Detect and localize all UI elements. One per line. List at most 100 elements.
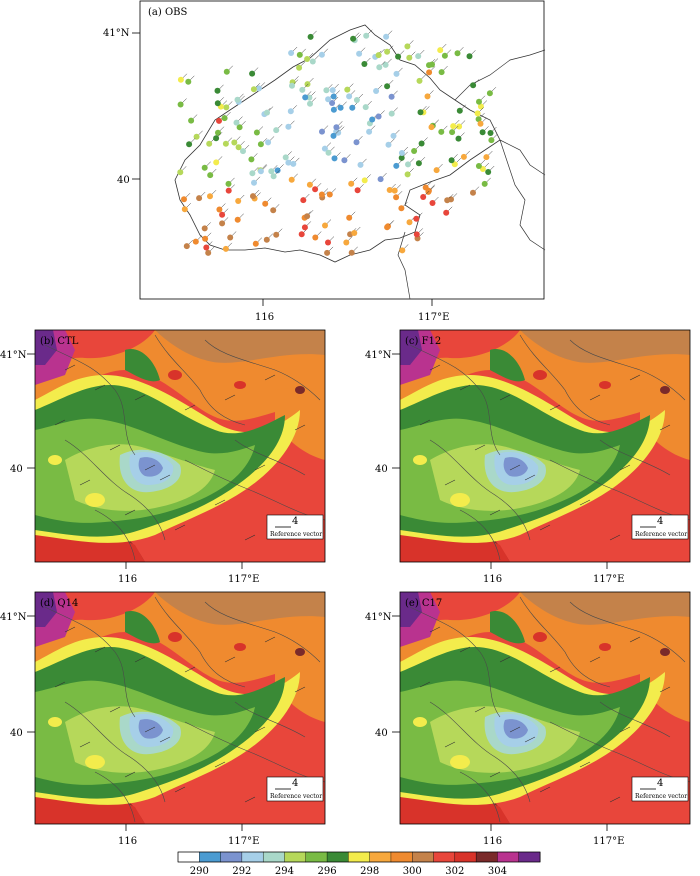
station-marker (413, 215, 420, 222)
station-marker (438, 69, 445, 76)
station-marker (487, 130, 494, 136)
station-marker (321, 145, 328, 152)
station-marker (375, 52, 382, 59)
panel-ctl-label: (b) CTL (40, 336, 79, 347)
panel-q14-lon-left: 116 (118, 836, 137, 847)
station-marker (488, 137, 495, 144)
station-marker (287, 108, 294, 115)
station-marker (326, 191, 333, 198)
colorbar-label: 304 (488, 866, 507, 876)
station-marker (391, 187, 398, 194)
station-marker (329, 87, 336, 94)
panel-ctl-ref-value: 4 (292, 516, 298, 527)
panel-f12-ref-label: Reference vector (635, 531, 687, 538)
panel-c17-lat-top: 41°N (365, 612, 392, 623)
colorbar-cell (454, 851, 477, 863)
station-marker (405, 161, 411, 168)
panel-f12-lon-left: 116 (483, 574, 502, 585)
station-marker (307, 33, 314, 40)
station-marker (325, 149, 332, 156)
panel-q14-lat-mid: 40 (10, 728, 23, 739)
panel-obs-lat-mid: 40 (117, 175, 130, 186)
panel-obs-lon-right: 117°E (418, 312, 449, 323)
panel-q14-ref-value: 4 (292, 778, 298, 789)
station-marker (475, 116, 482, 123)
station-marker (333, 124, 340, 131)
station-marker (325, 239, 331, 246)
station-marker (298, 231, 305, 238)
colorbar-cell (348, 851, 371, 863)
station-marker (248, 156, 255, 163)
station-marker (470, 189, 476, 196)
panel-c17-lon-left: 116 (483, 836, 502, 847)
station-marker (417, 109, 424, 116)
panel-f12-ref-value: 4 (657, 516, 663, 527)
colorbar-label: 292 (232, 866, 251, 876)
obs-neighbor-line-4 (454, 49, 546, 101)
station-marker (388, 93, 395, 100)
panel-ctl-lon-left: 116 (118, 574, 137, 585)
panel-obs-lat-top: 41°N (103, 28, 130, 39)
station-marker (216, 206, 223, 213)
station-marker (216, 117, 222, 124)
station-marker (319, 128, 325, 135)
colorbar-label: 294 (275, 866, 294, 876)
station-marker (366, 128, 373, 135)
station-marker (177, 169, 184, 176)
station-marker (437, 47, 444, 54)
station-marker (249, 70, 256, 77)
station-marker (249, 170, 256, 177)
station-marker (304, 213, 311, 220)
station-marker (270, 207, 277, 214)
station-marker (384, 224, 391, 231)
station-marker (474, 110, 481, 117)
station-marker (215, 129, 221, 136)
station-marker (455, 135, 462, 142)
station-marker (181, 196, 187, 203)
panel-obs-lon-left: 116 (255, 312, 274, 323)
colorbar-cell (241, 851, 264, 863)
station-marker (196, 195, 203, 202)
panel-q14-ref-label: Reference vector (270, 793, 322, 800)
station-marker (369, 116, 376, 123)
station-marker (460, 153, 467, 160)
station-marker (399, 247, 406, 254)
station-marker (337, 104, 344, 111)
colorbar-cell (284, 851, 307, 863)
station-marker (236, 124, 243, 131)
station-marker (428, 124, 435, 131)
colorbar-cell (497, 851, 520, 863)
station-marker (456, 123, 463, 130)
station-marker (373, 88, 380, 94)
station-marker (186, 141, 193, 148)
station-marker (398, 154, 405, 161)
station-marker (306, 181, 313, 188)
panel-c17-label: (e) C17 (405, 598, 442, 609)
station-marker (341, 157, 348, 164)
station-marker (304, 56, 311, 62)
panel-c17-ref-value: 4 (657, 778, 663, 789)
station-marker (251, 179, 257, 186)
station-marker (202, 235, 209, 242)
station-marker (475, 163, 482, 169)
station-marker (346, 214, 353, 221)
station-marker (393, 194, 400, 201)
station-marker (382, 61, 389, 68)
station-marker (415, 160, 422, 167)
panel-q14-lon-right: 117°E (228, 836, 259, 847)
station-marker (384, 83, 391, 90)
station-marker (386, 187, 393, 193)
colorbar-cell (433, 851, 456, 863)
station-marker (253, 129, 260, 136)
station-marker (263, 236, 270, 243)
station-marker (223, 104, 230, 111)
station-marker (418, 140, 425, 147)
station-marker (393, 162, 400, 169)
station-marker (393, 70, 400, 77)
station-marker (264, 109, 270, 116)
colorbar-label: 298 (360, 866, 379, 876)
station-marker (227, 234, 234, 241)
obs-neighbor-line-1 (499, 139, 546, 176)
station-marker (411, 148, 418, 154)
